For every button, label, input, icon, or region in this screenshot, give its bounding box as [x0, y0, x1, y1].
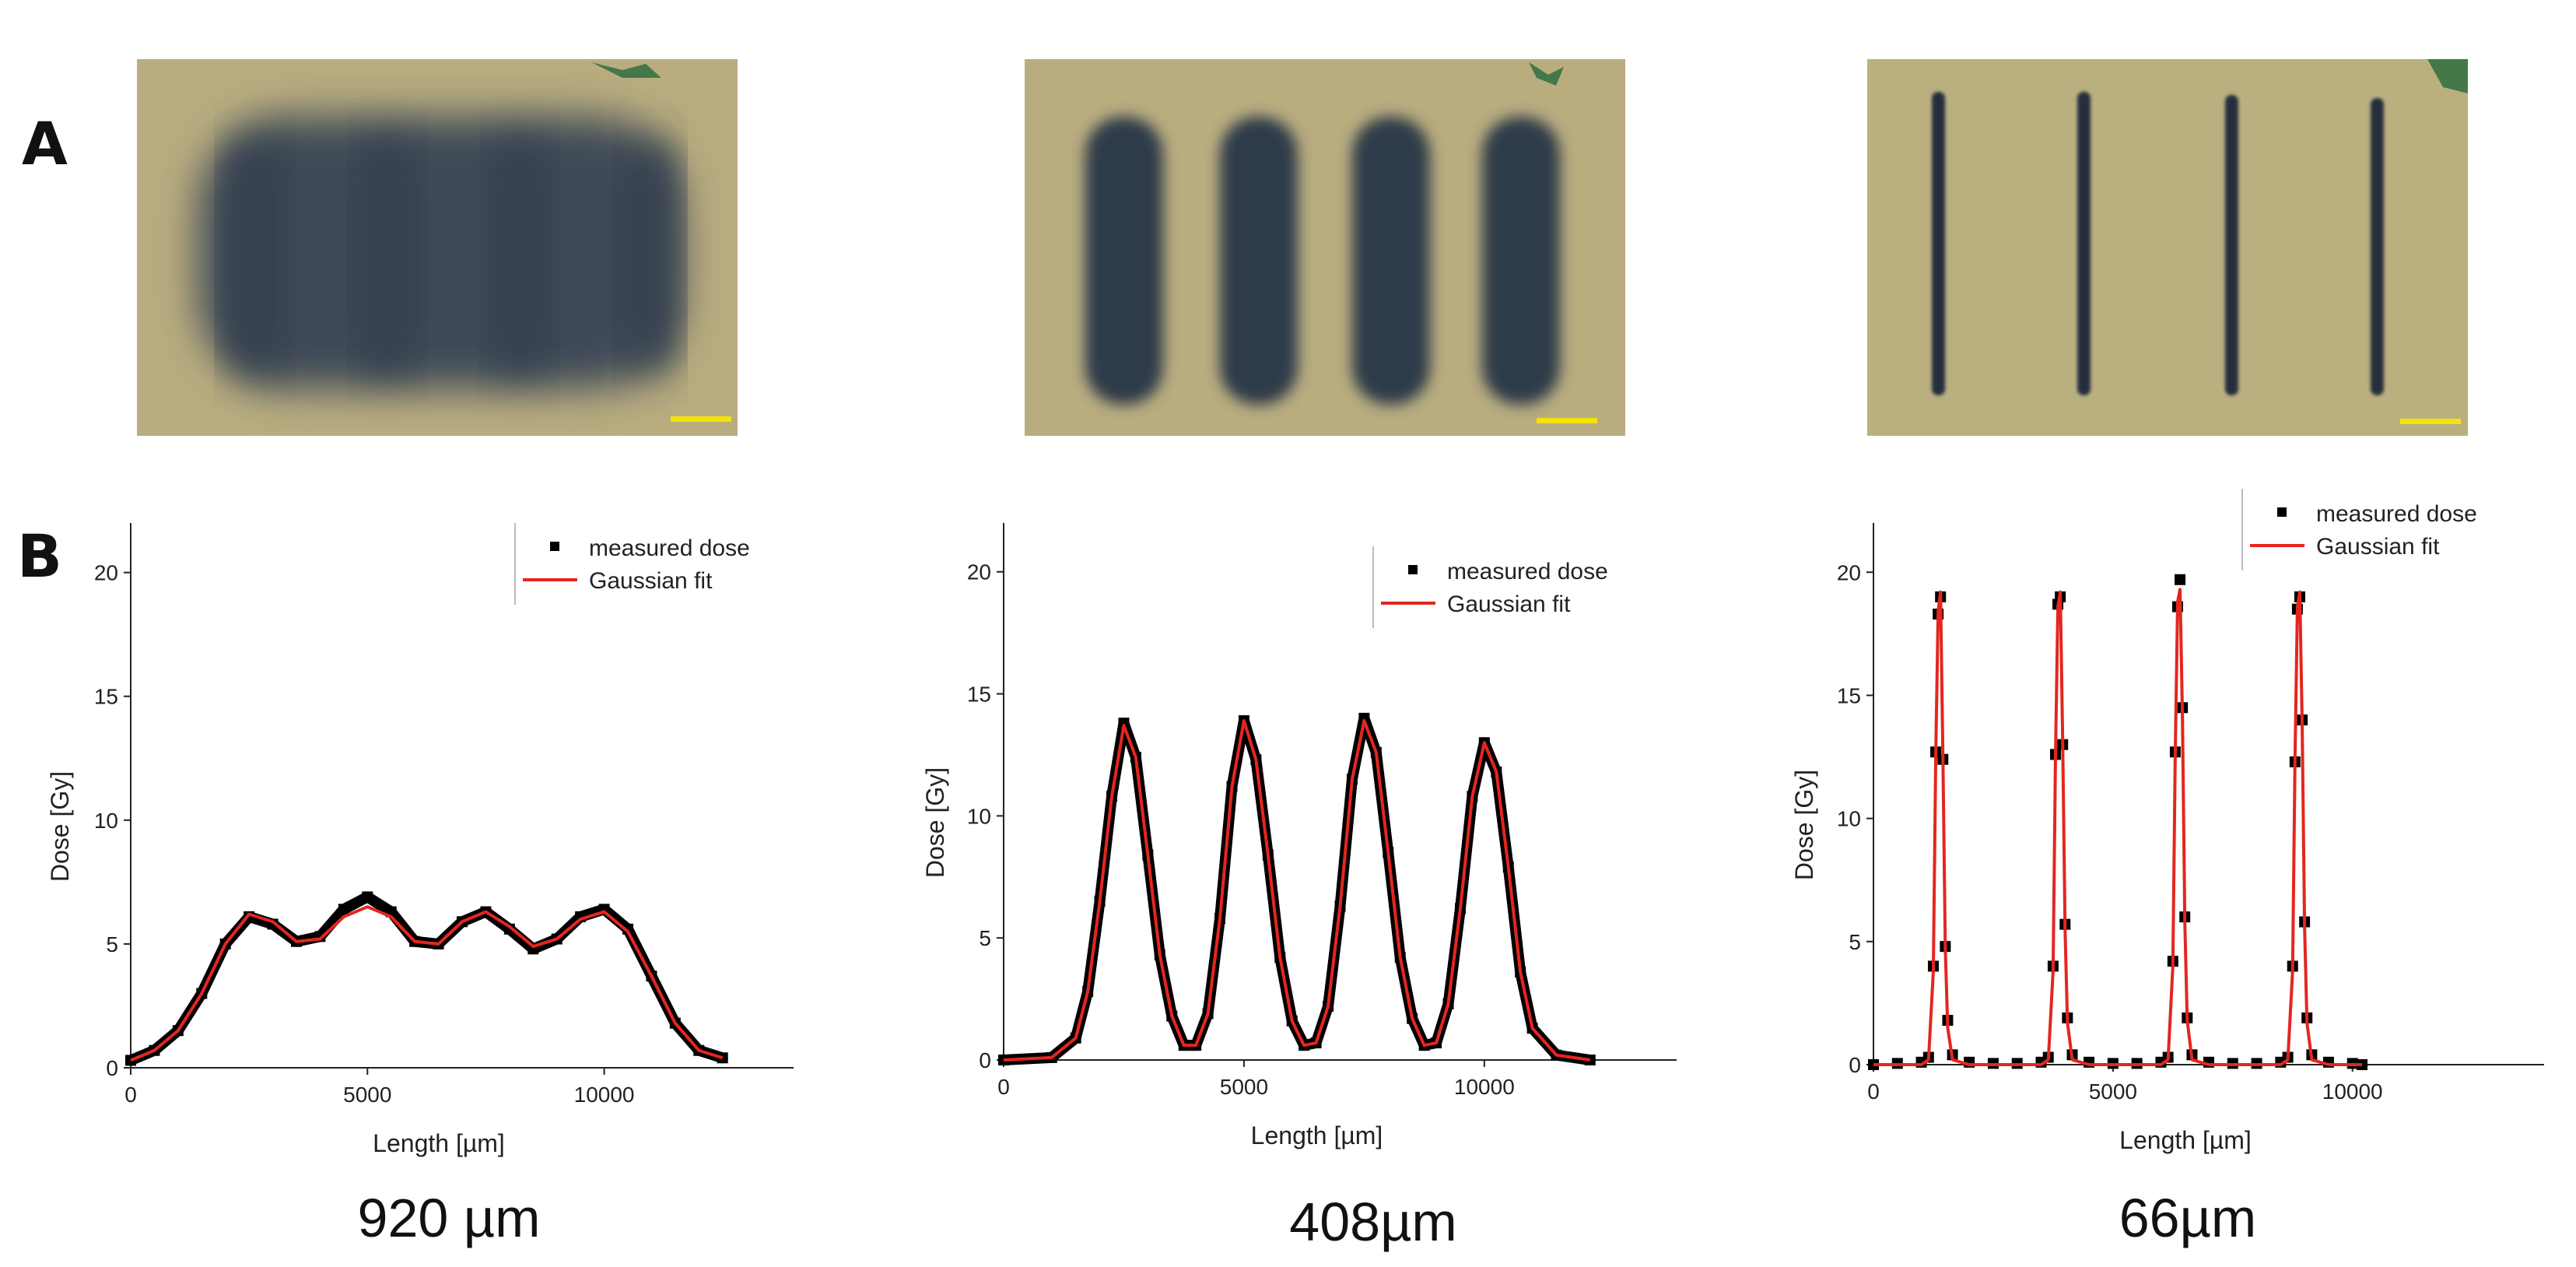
y-tick-label: 0 — [1849, 1053, 1861, 1077]
y-tick-label: 20 — [967, 560, 991, 584]
panel-label-a: A — [22, 109, 68, 178]
y-tick-label: 15 — [94, 685, 118, 709]
y-tick-label: 10 — [967, 804, 991, 828]
y-tick-label: 10 — [1837, 807, 1861, 831]
chart-legend: measured dose Gaussian fit — [1372, 546, 1608, 628]
x-tick-label: 10000 — [574, 1083, 635, 1107]
legend-label-measured: measured dose — [1447, 559, 1608, 584]
scale-bar — [2400, 419, 2461, 424]
x-axis-label: Length [µm] — [1251, 1121, 1383, 1149]
legend-label-measured: measured dose — [2316, 501, 2477, 527]
measured-dose-band — [998, 712, 1596, 1065]
x-tick-label: 0 — [1867, 1079, 1880, 1104]
x-tick-label: 5000 — [343, 1083, 391, 1107]
x-tick-label: 10000 — [1454, 1075, 1515, 1099]
legend-marker-measured — [2277, 507, 2287, 517]
legend-label-fit: Gaussian fit — [2316, 534, 2440, 560]
scale-bar — [1537, 418, 1597, 423]
y-tick-label: 5 — [106, 932, 118, 956]
legend-label-fit: Gaussian fit — [1447, 591, 1571, 617]
dose-profile-chart-408um: 0 5 10 15 20 0 5000 10000 Length [µm] Dose [Gy] me… — [921, 523, 1677, 1149]
y-tick-label: 5 — [979, 926, 991, 950]
x-tick-label: 5000 — [1220, 1075, 1268, 1099]
y-tick-label: 20 — [94, 561, 118, 585]
x-axis-label: Length [µm] — [373, 1129, 505, 1157]
chart-legend: measured dose Gaussian fit — [514, 523, 750, 605]
gaussian-fit-line — [1873, 588, 2363, 1066]
y-tick-label: 0 — [979, 1048, 991, 1072]
legend-label-fit: Gaussian fit — [589, 568, 713, 594]
y-axis-label: Dose [Gy] — [46, 771, 74, 882]
x-tick-label: 0 — [124, 1083, 137, 1107]
caption-920um: 920 µm — [357, 1188, 541, 1248]
scale-bar — [671, 416, 731, 422]
film-photo-408um — [1025, 59, 1625, 436]
x-tick-label: 10000 — [2322, 1079, 2383, 1104]
film-photo-66um — [1867, 59, 2468, 436]
y-tick-label: 0 — [106, 1056, 118, 1080]
y-tick-label: 15 — [967, 683, 991, 707]
gaussian-fit-line — [1003, 719, 1591, 1062]
legend-marker-measured — [550, 542, 559, 551]
y-axis-label: Dose [Gy] — [1790, 770, 1818, 880]
chart-legend: measured dose Gaussian fit — [2241, 489, 2477, 570]
y-tick-label: 5 — [1849, 930, 1861, 954]
caption-66um: 66µm — [2119, 1188, 2257, 1248]
x-tick-label: 5000 — [2089, 1079, 2137, 1104]
y-tick-label: 20 — [1837, 560, 1861, 584]
y-tick-label: 10 — [94, 809, 118, 833]
panel-label-b: B — [17, 521, 62, 591]
film-photo-920um — [137, 59, 738, 436]
measured-dose-point — [2175, 574, 2186, 585]
legend-label-measured: measured dose — [589, 535, 750, 561]
y-tick-label: 15 — [1837, 683, 1861, 707]
x-tick-label: 0 — [997, 1075, 1010, 1099]
gaussian-fit-line — [130, 905, 724, 1062]
legend-marker-measured — [1408, 565, 1418, 574]
x-axis-label: Length [µm] — [2119, 1126, 2252, 1154]
y-axis-label: Dose [Gy] — [921, 767, 949, 878]
caption-408um: 408µm — [1289, 1192, 1457, 1252]
dose-profile-chart-920um: 0 5 10 15 20 0 5000 10000 Length [µm] Dose [Gy] me… — [46, 523, 794, 1157]
dose-profile-chart-66um: 0 5 10 15 20 0 5000 10000 Length [µm] Dose [Gy] me… — [1790, 489, 2544, 1154]
measured-dose-band — [125, 891, 728, 1066]
